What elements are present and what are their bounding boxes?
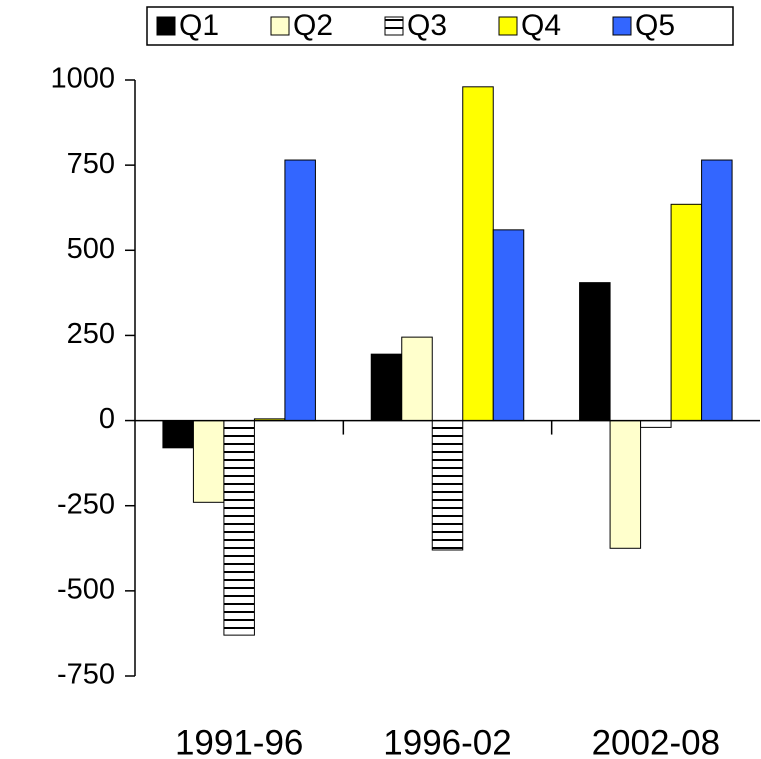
y-tick-label: -250 (57, 488, 115, 520)
y-tick-label: -500 (57, 574, 115, 606)
y-tick-label: 0 (99, 403, 115, 435)
bar (462, 86, 494, 422)
bar (701, 159, 733, 422)
x-tick-label: 1996-02 (383, 723, 511, 759)
legend-label: Q4 (521, 9, 561, 42)
legend-swatch (384, 16, 404, 36)
legend-label: Q5 (635, 9, 675, 42)
bar (223, 420, 255, 636)
legend-label: Q1 (179, 9, 219, 42)
y-tick-label: 250 (67, 318, 115, 350)
legend-label: Q3 (407, 9, 447, 42)
legend-swatch (156, 16, 176, 36)
y-tick-label: 500 (67, 233, 115, 265)
y-tick-label: -750 (57, 659, 115, 691)
bar (401, 336, 433, 422)
bar (162, 420, 194, 449)
bar (192, 420, 225, 503)
bar (670, 203, 703, 422)
y-tick-label: 1000 (50, 63, 115, 95)
bar (431, 420, 464, 551)
legend-swatch (270, 16, 290, 36)
bar (579, 282, 611, 422)
bar (492, 229, 525, 422)
x-tick-label: 1991-96 (175, 723, 303, 759)
legend-box (146, 6, 734, 46)
bar (284, 159, 316, 422)
bar (640, 420, 672, 428)
x-tick-label: 2002-08 (592, 723, 720, 759)
legend-swatch (498, 16, 518, 36)
legend-swatch (612, 16, 632, 36)
bar (609, 420, 642, 549)
legend-label: Q2 (293, 9, 333, 42)
y-tick-label: 750 (67, 148, 115, 180)
bar (370, 353, 403, 422)
